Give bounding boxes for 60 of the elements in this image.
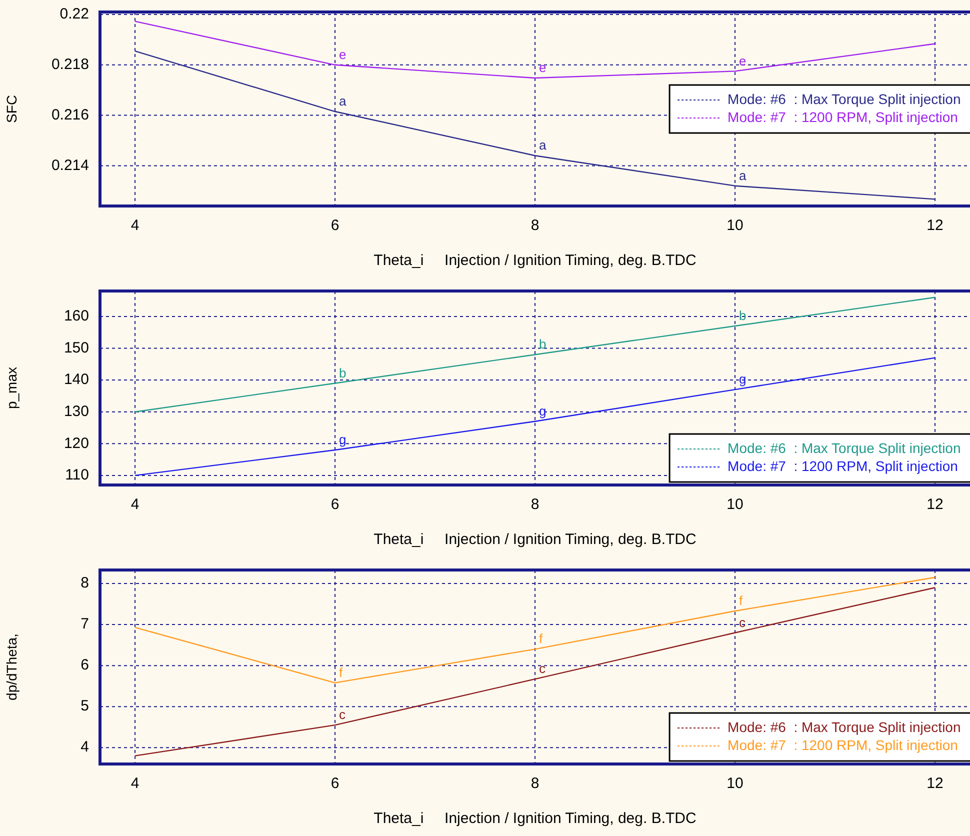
x-axis-title: Theta_i Injection / Ignition Timing, deg. B.TDC [374,252,696,270]
legend-label: Mode: #7 : 1200 RPM, Split injection [728,458,958,474]
y-tick-label: 140 [64,371,89,388]
annotation: b [339,365,346,380]
annotation: g [739,372,746,387]
y-tick-label: 6 [80,656,89,674]
y-tick-label: 130 [64,402,89,420]
annotation: a [739,168,747,183]
annotation: e [539,60,546,76]
annotation: g [539,403,546,418]
annotation: e [739,53,746,68]
y-tick-label: 0.216 [51,106,89,124]
x-axis-title: Theta_i Injection / Ignition Timing, deg. B.TDC [374,531,696,548]
annotation: b [539,336,546,352]
legend-label: Mode: #6 : Max Torque Split injection [728,440,961,456]
annotation: a [539,138,547,153]
annotation: e [339,46,346,62]
x-tick-label: 8 [530,775,540,792]
y-tick-label: 120 [64,434,89,452]
y-axis-title: p_max [3,366,20,410]
x-tick-label: 12 [926,775,944,792]
annotation: c [739,614,746,630]
annotation: c [539,661,546,676]
annotation: f [739,593,743,608]
legend-label: Mode: #7 : 1200 RPM, Split injection [728,736,958,753]
y-tick-label: 160 [64,308,89,325]
y-tick-label: 8 [80,574,89,592]
y-tick-label: 0.214 [51,156,89,174]
x-axis-title: Theta_i Injection / Ignition Timing, deg. B.TDC [374,810,696,828]
x-tick-label: 4 [130,217,140,234]
y-axis-title: SFC [3,95,20,123]
x-tick-label: 10 [726,775,744,792]
annotation: b [739,308,746,324]
annotation: c [339,707,346,722]
y-tick-label: 5 [80,698,89,715]
x-tick-label: 10 [726,217,744,234]
x-tick-label: 6 [330,217,340,234]
x-tick-label: 12 [926,217,944,234]
annotation: a [339,94,347,109]
annotation: f [339,664,343,680]
x-tick-label: 8 [530,217,540,234]
legend-label: Mode: #6 : Max Torque Split injection [728,90,961,107]
annotation: f [539,631,543,646]
x-tick-label: 10 [726,496,744,514]
y-tick-label: 7 [80,616,89,633]
y-tick-label: 0.218 [51,56,89,74]
x-tick-label: 4 [130,775,140,792]
x-tick-label: 12 [926,496,944,514]
y-tick-label: 110 [65,466,89,484]
x-tick-label: 4 [130,496,140,514]
x-tick-label: 8 [530,496,540,514]
legend-label: Mode: #7 : 1200 RPM, Split injection [728,108,958,125]
legend-label: Mode: #6 : Max Torque Split injection [728,718,961,735]
annotation: g [339,432,346,448]
y-tick-label: 4 [80,738,89,756]
y-tick-label: 150 [64,339,89,356]
x-tick-label: 6 [330,775,340,792]
y-tick-label: 0.22 [60,6,89,23]
x-tick-label: 6 [330,496,340,514]
y-axis-title: dp/dTheta, [3,634,20,700]
